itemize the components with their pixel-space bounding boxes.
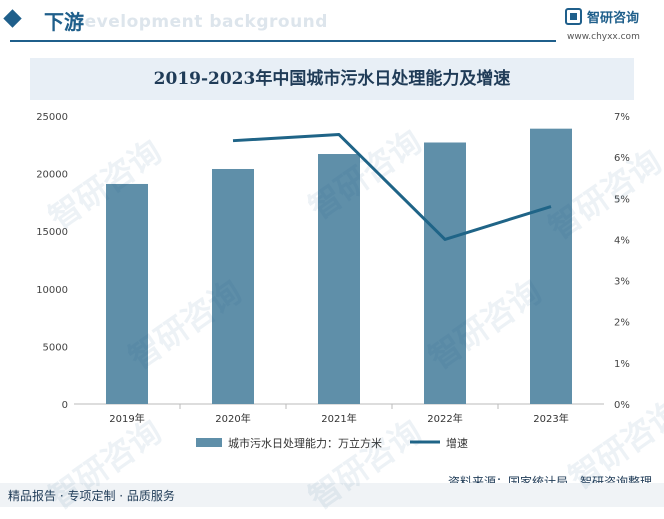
y-right-tick-label: 3% bbox=[614, 277, 630, 288]
x-tick-label: 2021年 bbox=[321, 412, 356, 425]
y-right-tick-label: 1% bbox=[614, 359, 630, 370]
bar bbox=[106, 183, 148, 404]
growth-line bbox=[232, 133, 552, 241]
logo-icon bbox=[565, 8, 582, 25]
diamond-icon bbox=[3, 9, 22, 28]
y-left-tick-label: 5000 bbox=[43, 342, 68, 353]
bar bbox=[530, 128, 572, 404]
header: Development background 下游 智研咨询 www.chyxx… bbox=[0, 0, 664, 46]
y-right-tick-label: 7% bbox=[614, 112, 630, 123]
x-tick-label: 2020年 bbox=[215, 412, 250, 425]
y-left-tick-label: 15000 bbox=[36, 227, 68, 238]
legend-bar-label: 城市污水日处理能力：万立方米 bbox=[228, 436, 382, 450]
y-right-tick-label: 5% bbox=[614, 194, 630, 205]
bar bbox=[424, 142, 466, 404]
y-left-tick-label: 20000 bbox=[36, 170, 68, 181]
y-right-tick-label: 6% bbox=[614, 153, 630, 164]
x-tick-label: 2023年 bbox=[533, 412, 568, 425]
chart: 0 5000 10000 15000 20000 25000 0% 1% 2% 3% 4% 5% 6% 7… bbox=[36, 112, 630, 450]
bar bbox=[318, 154, 360, 404]
legend-bar-swatch bbox=[196, 438, 222, 447]
x-tick-label: 2019年 bbox=[109, 412, 144, 425]
bar bbox=[212, 168, 254, 404]
section-title: 下游 bbox=[44, 10, 84, 34]
y-right-tick-label: 2% bbox=[614, 318, 630, 329]
y-right-tick-label: 0% bbox=[614, 400, 630, 411]
background-text: Development background bbox=[70, 12, 328, 32]
chart-title: 2019-2023年中国城市污水日处理能力及增速 bbox=[30, 58, 634, 100]
footer: 精品报告 · 专项定制 · 品质服务 bbox=[0, 483, 664, 507]
y-left-tick-label: 25000 bbox=[36, 112, 68, 123]
legend-line-label: 增速 bbox=[446, 436, 468, 450]
y-left-tick-label: 10000 bbox=[36, 285, 68, 296]
y-left-tick-label: 0 bbox=[62, 400, 68, 411]
logo-name: 智研咨询 bbox=[587, 11, 640, 26]
x-tick-label: 2022年 bbox=[427, 412, 462, 425]
logo-url: www.chyxx.com bbox=[567, 32, 640, 42]
footer-tagline: 精品报告 · 专项定制 · 品质服务 bbox=[8, 489, 175, 503]
header-divider bbox=[10, 40, 556, 42]
y-right-tick-label: 4% bbox=[614, 235, 630, 246]
